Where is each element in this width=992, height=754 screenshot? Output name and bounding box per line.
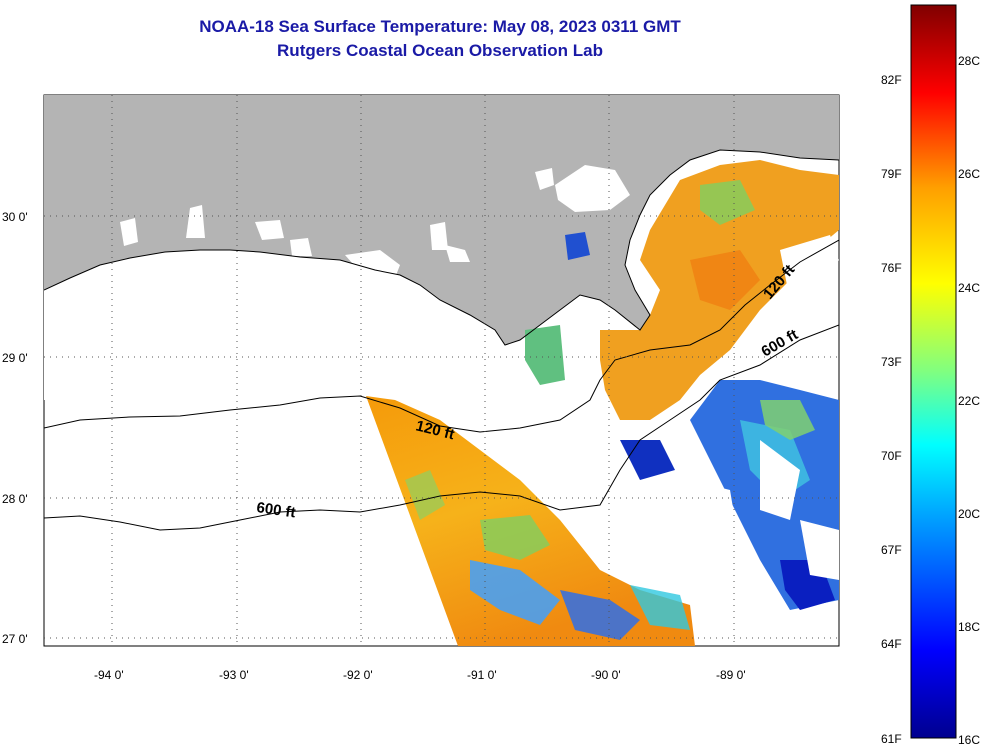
coastal-water (44, 250, 640, 400)
colorbar-f-label: 64F (881, 637, 902, 651)
colorbar-f-label: 79F (881, 167, 902, 181)
colorbar-f-label: 67F (881, 543, 902, 557)
coastline (44, 149, 839, 346)
colorbar (910, 4, 957, 739)
grid (44, 95, 839, 646)
map-title-line2: Rutgers Coastal Ocean Observation Lab (277, 41, 603, 60)
contour-600ft (44, 324, 839, 531)
sst-east-green (700, 180, 755, 225)
cloud-gap (780, 235, 839, 300)
sst-swath-green (405, 470, 445, 520)
lon-label: -93 0' (219, 668, 249, 682)
colorbar-f-label: 73F (881, 355, 902, 369)
sst-east-green2 (760, 400, 815, 440)
sst-east-warm (690, 250, 760, 310)
lake (186, 205, 205, 238)
lat-label: 29 0' (2, 351, 28, 365)
lon-label: -92 0' (343, 668, 373, 682)
land-area (44, 95, 839, 345)
colorbar-c-label: 28C (958, 54, 980, 68)
lat-label: 28 0' (2, 492, 28, 506)
lon-label: -90 0' (591, 668, 621, 682)
colorbar-c-label: 26C (958, 167, 980, 181)
lake (255, 220, 284, 240)
lake (120, 218, 138, 246)
contour-120ft-west (44, 239, 839, 433)
colorbar-f-label: 82F (881, 73, 902, 87)
cloud-gap (800, 520, 839, 580)
lat-label: 27 0' (2, 632, 28, 646)
lake (345, 250, 400, 278)
colorbar-c-label: 24C (958, 281, 980, 295)
lake (445, 245, 470, 262)
sst-swath-cool (630, 585, 690, 630)
sst-swath-cool (470, 560, 560, 625)
colorbar-f-label: 70F (881, 449, 902, 463)
sst-swath-cool (560, 590, 640, 640)
colorbar-c-label: 20C (958, 507, 980, 521)
colorbar-c-label: 22C (958, 394, 980, 408)
lake (535, 168, 554, 190)
colorbar-c-label: 16C (958, 733, 980, 747)
sst-patch (525, 325, 565, 385)
lon-label: -89 0' (716, 668, 746, 682)
lat-label: 30 0' (2, 210, 28, 224)
lake (290, 238, 312, 256)
lake (555, 165, 630, 212)
colorbar-f-label: 76F (881, 261, 902, 275)
cloud-gap (690, 480, 735, 520)
lake (430, 222, 448, 250)
colorbar-f-label: 61F (881, 732, 902, 746)
lon-label: -91 0' (467, 668, 497, 682)
cloud-gap (760, 440, 800, 520)
map-title-line1: NOAA-18 Sea Surface Temperature: May 08,… (199, 17, 681, 36)
sst-swath-green (480, 515, 550, 560)
lon-label: -94 0' (94, 668, 124, 682)
colorbar-c-label: 18C (958, 620, 980, 634)
contour-label: 600 ft (255, 499, 296, 521)
sst-patch (565, 232, 590, 260)
